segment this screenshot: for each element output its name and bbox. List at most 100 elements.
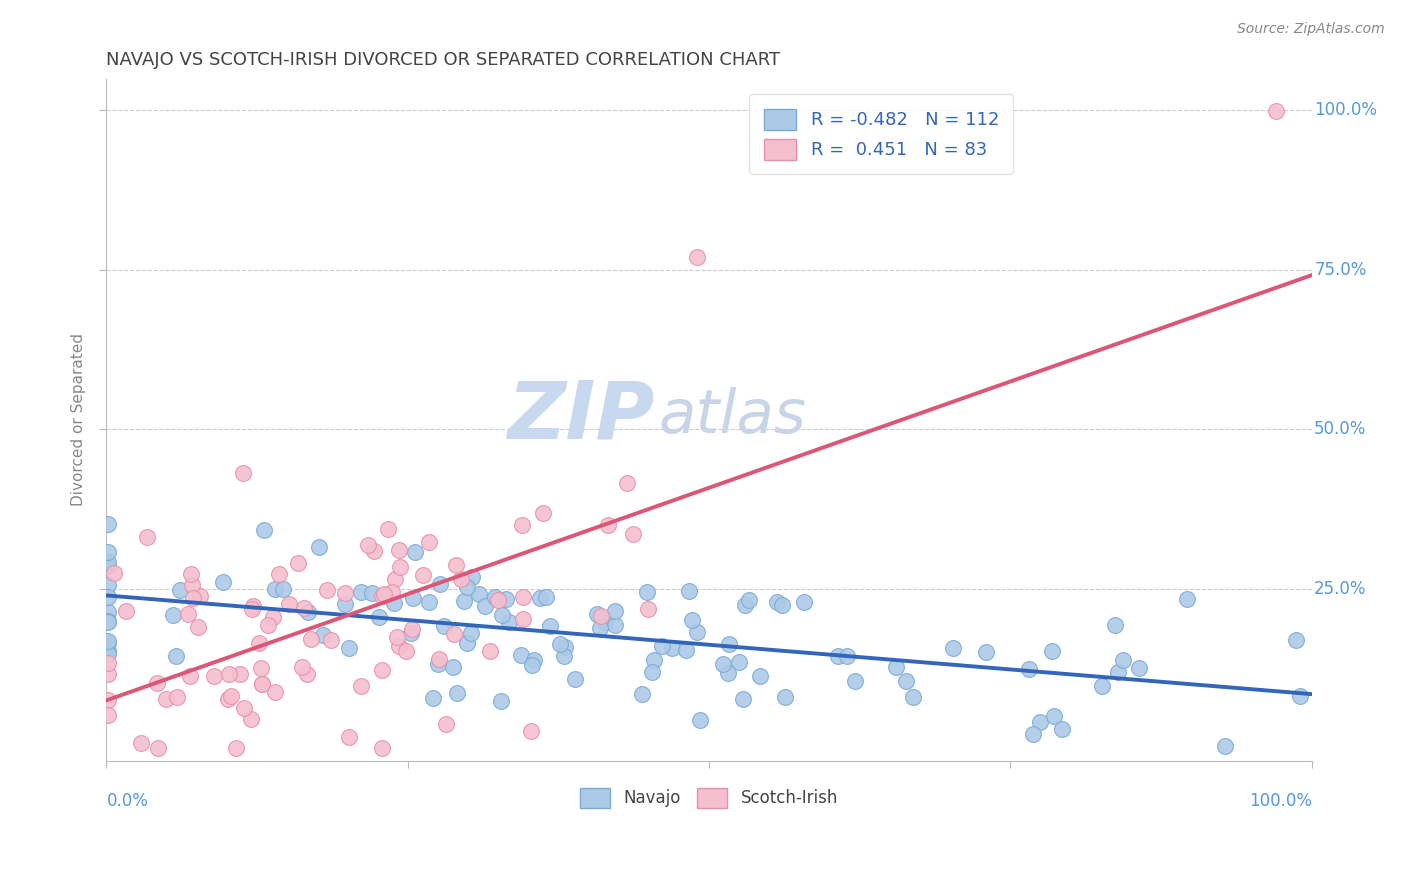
Point bbox=[1285, 633, 1308, 648]
Point bbox=[250, 677, 273, 691]
Point bbox=[97, 693, 120, 707]
Point bbox=[385, 630, 408, 644]
Point bbox=[1104, 618, 1126, 632]
Point bbox=[1107, 665, 1129, 679]
Point bbox=[97, 648, 120, 662]
Point bbox=[384, 572, 406, 586]
Point bbox=[292, 601, 315, 615]
Point bbox=[97, 578, 120, 592]
Point bbox=[495, 592, 517, 607]
Point bbox=[97, 559, 120, 574]
Point bbox=[395, 644, 418, 658]
Point bbox=[1175, 591, 1198, 606]
Point bbox=[97, 545, 120, 559]
Point bbox=[136, 530, 159, 544]
Text: atlas: atlas bbox=[658, 387, 806, 446]
Point bbox=[903, 690, 925, 705]
Point bbox=[686, 250, 709, 264]
Text: 100.0%: 100.0% bbox=[1249, 792, 1312, 810]
Point bbox=[553, 648, 575, 663]
Point bbox=[491, 608, 513, 623]
Point bbox=[427, 652, 450, 666]
Point bbox=[350, 679, 373, 693]
Point bbox=[253, 523, 276, 537]
Point bbox=[312, 628, 335, 642]
Point bbox=[512, 591, 534, 605]
Point bbox=[97, 615, 120, 629]
Point bbox=[321, 633, 343, 648]
Point bbox=[616, 476, 638, 491]
Point bbox=[176, 607, 198, 621]
Point bbox=[621, 527, 644, 541]
Point bbox=[316, 582, 339, 597]
Point bbox=[444, 558, 467, 572]
Point bbox=[97, 644, 120, 658]
Point bbox=[510, 518, 533, 533]
Point bbox=[586, 607, 609, 621]
Point bbox=[129, 737, 152, 751]
Point bbox=[1091, 679, 1114, 693]
Point bbox=[388, 560, 411, 574]
Point bbox=[381, 585, 404, 599]
Point bbox=[1029, 714, 1052, 729]
Point bbox=[661, 640, 683, 655]
Point bbox=[97, 636, 120, 650]
Point bbox=[474, 599, 496, 613]
Point bbox=[218, 667, 240, 681]
Point bbox=[793, 594, 815, 608]
Point bbox=[643, 653, 665, 667]
Point bbox=[461, 569, 484, 583]
Point bbox=[373, 587, 395, 601]
Point bbox=[1128, 661, 1150, 675]
Point bbox=[734, 598, 756, 612]
Point bbox=[1018, 662, 1040, 676]
Point bbox=[377, 522, 399, 536]
Point bbox=[1112, 653, 1135, 667]
Point bbox=[187, 620, 209, 634]
Point bbox=[456, 580, 478, 594]
Point bbox=[717, 665, 740, 680]
Point bbox=[636, 585, 658, 599]
Point bbox=[97, 615, 120, 629]
Point bbox=[453, 594, 475, 608]
Y-axis label: Divorced or Separated: Divorced or Separated bbox=[72, 334, 86, 507]
Point bbox=[675, 643, 697, 657]
Point bbox=[169, 582, 191, 597]
Point bbox=[371, 663, 394, 677]
Point bbox=[484, 590, 506, 604]
Point bbox=[162, 608, 184, 623]
Point bbox=[460, 625, 482, 640]
Point bbox=[637, 601, 659, 615]
Point bbox=[242, 602, 264, 616]
Point bbox=[263, 582, 285, 597]
Point bbox=[884, 660, 907, 674]
Point bbox=[103, 566, 125, 581]
Point bbox=[361, 585, 384, 599]
Point bbox=[512, 612, 534, 626]
Point bbox=[97, 517, 120, 532]
Point bbox=[550, 637, 572, 651]
Text: 25.0%: 25.0% bbox=[1315, 580, 1367, 598]
Point bbox=[363, 544, 385, 558]
Point bbox=[232, 700, 254, 714]
Point bbox=[441, 660, 464, 674]
Point bbox=[97, 634, 120, 648]
Point bbox=[250, 676, 273, 690]
Point bbox=[1042, 709, 1064, 723]
Point bbox=[1264, 104, 1286, 119]
Point bbox=[250, 661, 273, 675]
Point bbox=[434, 717, 457, 731]
Point bbox=[97, 605, 120, 619]
Point bbox=[97, 666, 120, 681]
Point bbox=[418, 535, 440, 549]
Point bbox=[529, 591, 551, 605]
Point bbox=[97, 707, 120, 722]
Point bbox=[350, 585, 373, 599]
Point bbox=[165, 649, 187, 664]
Point bbox=[399, 625, 422, 640]
Point bbox=[1050, 722, 1073, 736]
Point bbox=[605, 603, 627, 617]
Point bbox=[589, 621, 612, 635]
Point bbox=[837, 648, 859, 663]
Point bbox=[489, 694, 512, 708]
